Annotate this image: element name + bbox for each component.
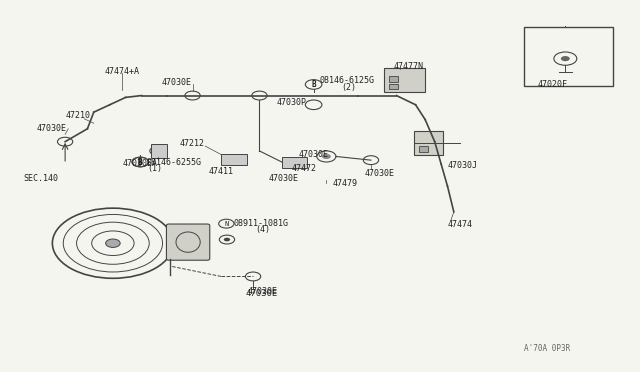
Text: 47030E: 47030E xyxy=(269,174,299,183)
FancyBboxPatch shape xyxy=(166,224,210,260)
Text: B: B xyxy=(311,80,316,89)
Text: B: B xyxy=(138,157,143,167)
Text: 47030E: 47030E xyxy=(248,287,278,296)
Text: (1): (1) xyxy=(147,164,162,173)
Text: (4): (4) xyxy=(255,225,270,234)
Text: 47030E: 47030E xyxy=(299,150,328,159)
Bar xyxy=(151,144,167,158)
Text: SEC.140: SEC.140 xyxy=(24,174,59,183)
Text: 47030E: 47030E xyxy=(36,124,67,133)
Text: 47474: 47474 xyxy=(447,220,472,229)
Text: 47472: 47472 xyxy=(292,164,317,173)
Bar xyxy=(389,76,398,82)
Text: B: B xyxy=(138,157,143,167)
Text: 47210: 47210 xyxy=(65,111,90,121)
Text: 47020F: 47020F xyxy=(538,80,568,89)
Text: 47030EA: 47030EA xyxy=(122,159,157,169)
Bar xyxy=(384,68,425,92)
Circle shape xyxy=(106,239,120,247)
Circle shape xyxy=(224,238,230,241)
Text: 47212: 47212 xyxy=(180,139,205,148)
Circle shape xyxy=(322,154,331,159)
Text: 08911-1081G: 08911-1081G xyxy=(234,219,289,228)
Text: 47477N: 47477N xyxy=(394,61,423,71)
Text: (2): (2) xyxy=(341,83,356,92)
Text: 47030P: 47030P xyxy=(276,99,307,108)
Text: 47030E: 47030E xyxy=(162,78,191,87)
Circle shape xyxy=(561,56,570,61)
Text: A'70A 0P3R: A'70A 0P3R xyxy=(524,344,570,353)
Text: 47474+A: 47474+A xyxy=(105,67,140,76)
Text: 47030E: 47030E xyxy=(245,289,278,298)
Text: 47411: 47411 xyxy=(209,167,234,176)
Text: 47030E: 47030E xyxy=(365,169,395,177)
Text: 08146-6125G: 08146-6125G xyxy=(320,76,375,85)
Bar xyxy=(282,157,307,168)
Text: N: N xyxy=(224,221,228,227)
Bar xyxy=(414,131,443,155)
Text: 47479: 47479 xyxy=(333,179,358,187)
Bar xyxy=(524,27,613,86)
Text: 08146-6255G: 08146-6255G xyxy=(147,157,202,167)
Bar xyxy=(419,147,428,152)
Bar xyxy=(221,154,246,164)
Bar xyxy=(389,84,398,89)
Text: 47030J: 47030J xyxy=(447,161,477,170)
